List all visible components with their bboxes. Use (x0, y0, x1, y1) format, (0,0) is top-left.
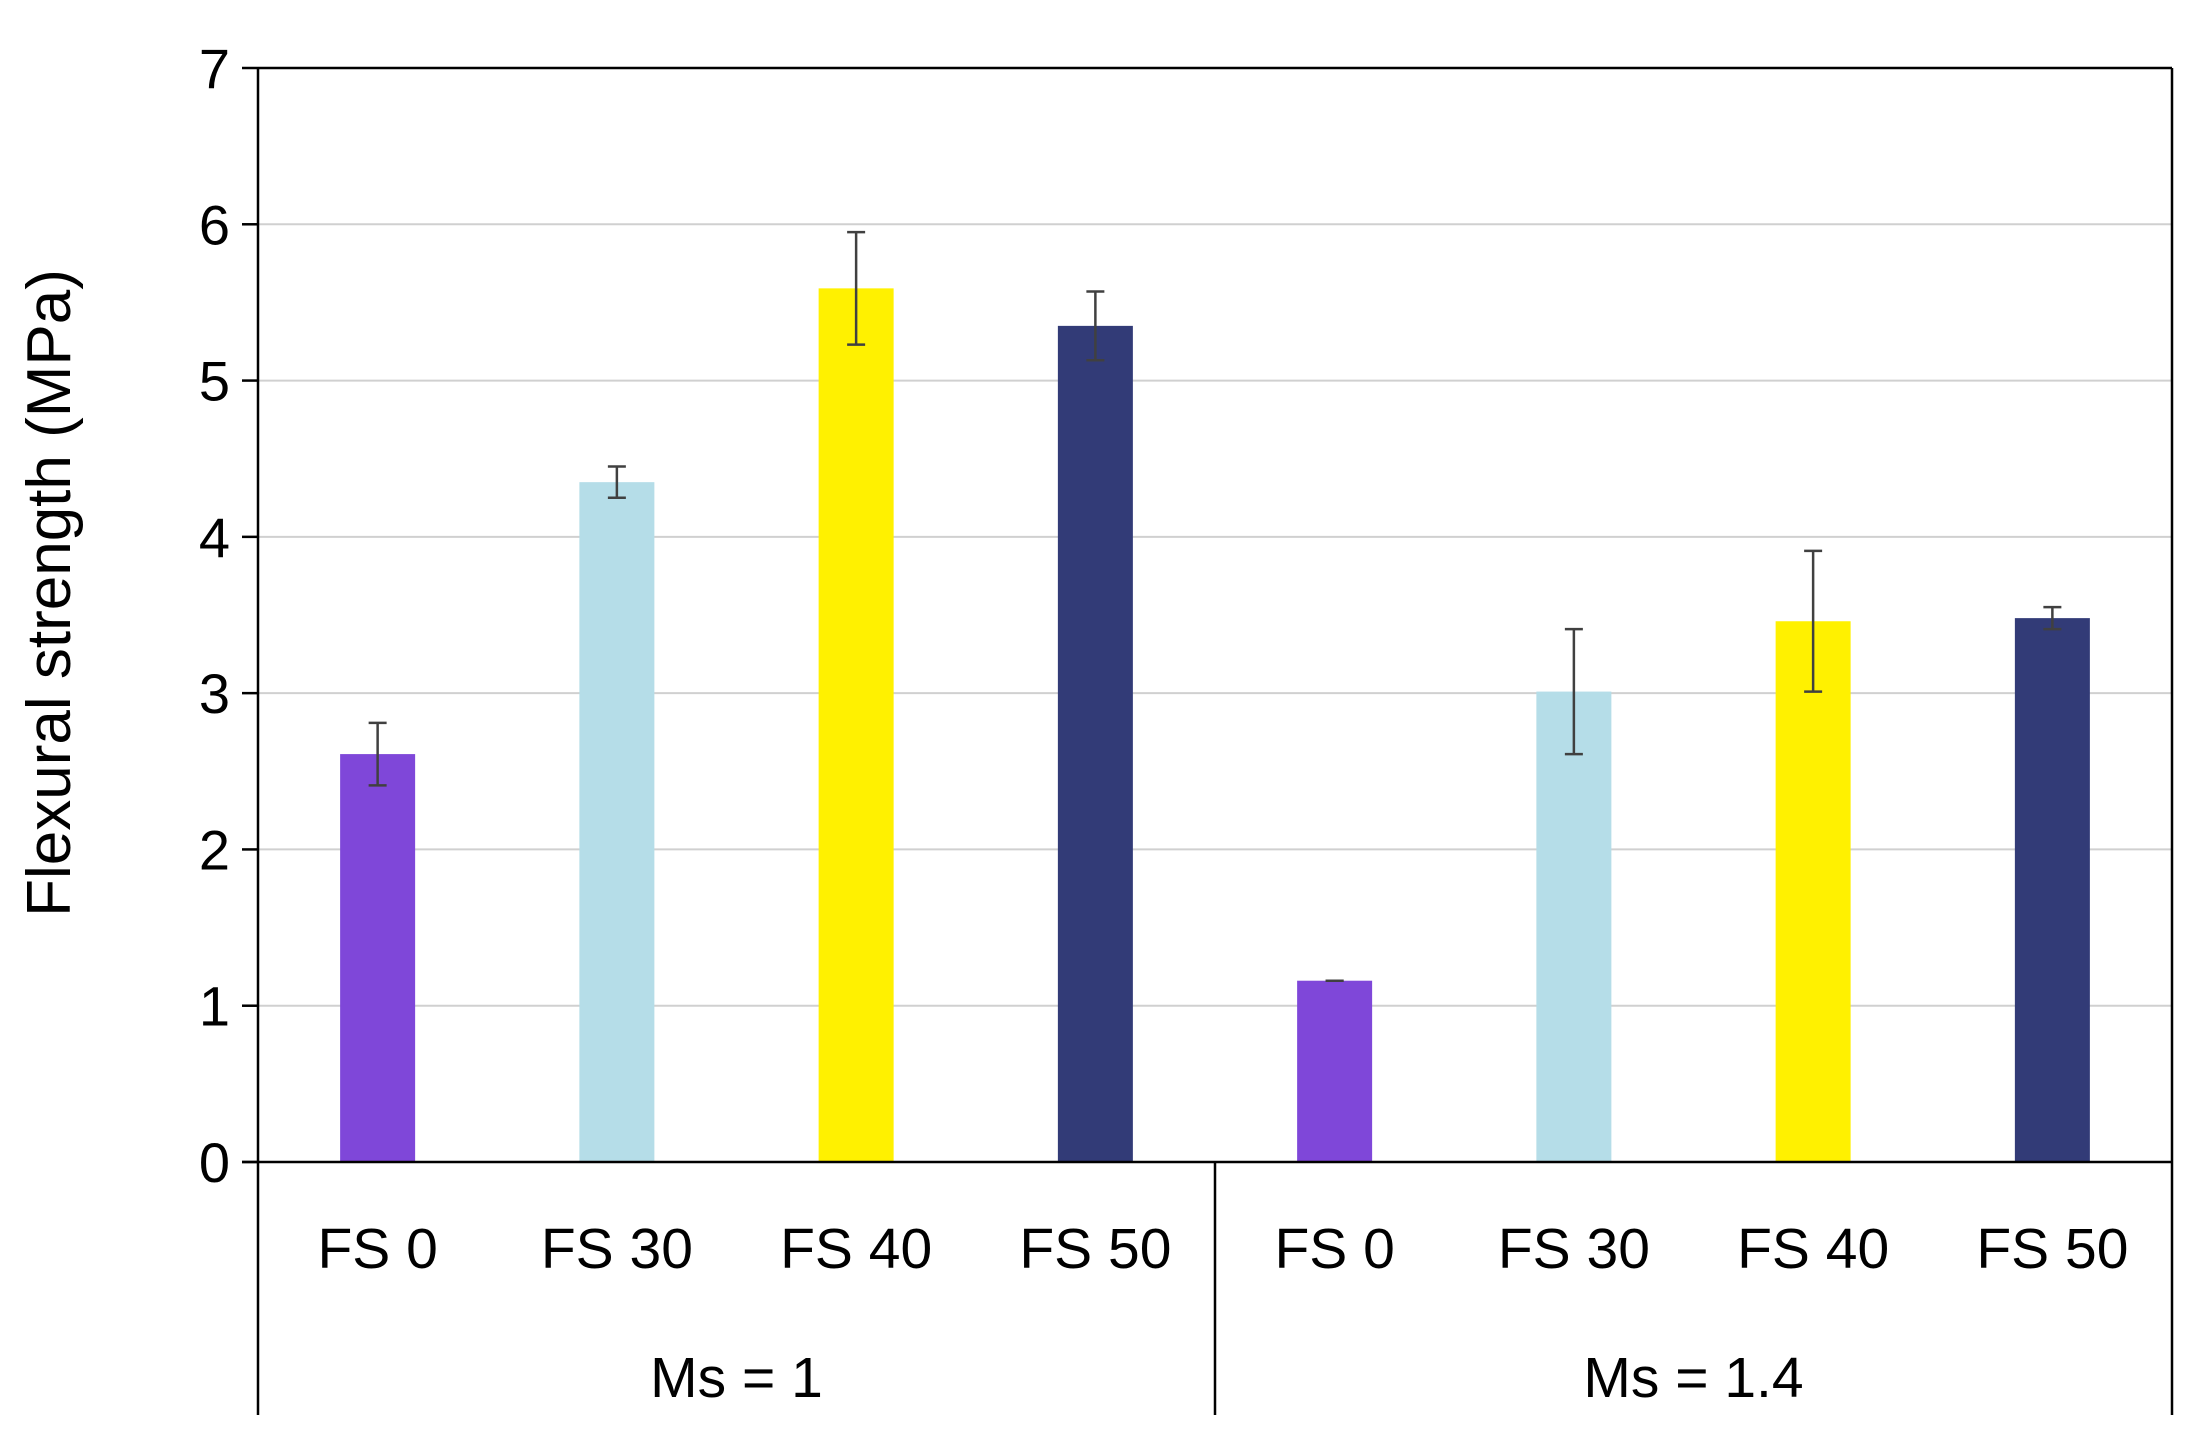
bars (340, 288, 2090, 1163)
x-category-label: FS 0 (1274, 1217, 1394, 1281)
y-axis-label: Flexural strength (MPa) (15, 269, 84, 917)
y-tick-label: 7 (199, 37, 230, 100)
y-tick-label: 1 (199, 975, 230, 1038)
y-tick-label: 2 (199, 818, 230, 881)
y-tick-label: 4 (199, 506, 230, 569)
bar (1536, 691, 1612, 1162)
labels: 0 1 2 3 4 5 6 7 FS 0 FS 30 FS 40 FS 50 Ms = 1 FS 0 FS … (199, 37, 2129, 1410)
x-category-label: FS 50 (1976, 1217, 2128, 1281)
y-tick-label: 6 (199, 193, 230, 256)
x-category-label: FS 40 (780, 1217, 932, 1281)
x-category-label: FS 30 (1498, 1217, 1650, 1281)
y-tick-label: 3 (199, 662, 230, 725)
x-group-label: Ms = 1.4 (1583, 1346, 1803, 1410)
bar (579, 482, 655, 1163)
bar (1297, 980, 1373, 1162)
bar (818, 288, 894, 1162)
bar (340, 754, 416, 1162)
x-category-label: FS 50 (1019, 1217, 1171, 1281)
bar (1057, 325, 1133, 1162)
bar (1775, 621, 1851, 1162)
bar (2014, 618, 2090, 1162)
x-category-label: FS 0 (317, 1217, 437, 1281)
y-tick-label: 5 (199, 350, 230, 413)
y-tick-label: 0 (199, 1131, 230, 1194)
error-bars (368, 230, 2062, 982)
x-group-label: Ms = 1 (650, 1346, 823, 1410)
gridlines (258, 67, 2172, 1007)
x-category-label: FS 30 (541, 1217, 693, 1281)
axes (242, 66, 2174, 1415)
x-category-label: FS 40 (1737, 1217, 1889, 1281)
